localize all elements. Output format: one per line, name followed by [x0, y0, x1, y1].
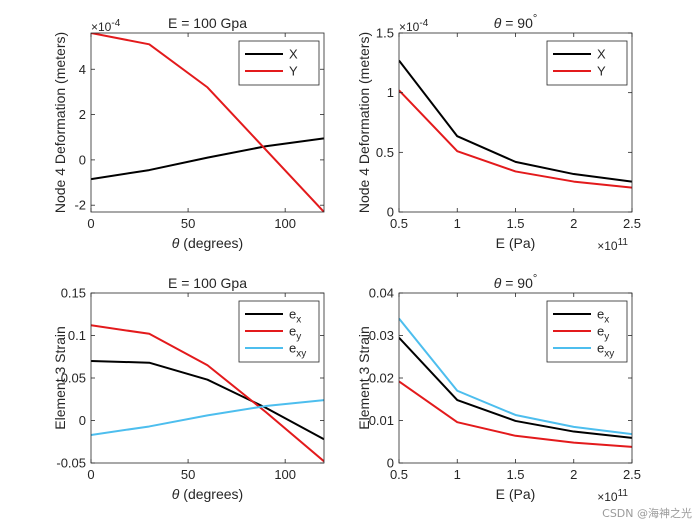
series-line-ex [91, 360, 324, 441]
y-tick-label: 4 [79, 62, 86, 77]
x-axis-label: θ (degrees) [172, 486, 243, 502]
y-tick-label: 1.5 [376, 26, 394, 41]
x-tick-label: 1.5 [506, 467, 524, 482]
y-exponent-label: ×10-4 [399, 18, 429, 34]
series-line-X [399, 59, 632, 183]
y-tick-label: 0.1 [68, 328, 86, 343]
legend-entry-label: exy [289, 341, 306, 360]
y-tick-label: 0 [79, 152, 86, 167]
y-tick-label: 0 [387, 205, 394, 220]
legend-entry-label: X [597, 47, 606, 62]
x-tick-label: 0 [87, 467, 94, 482]
series-line-Y [399, 89, 632, 189]
y-tick-label: 0.02 [369, 371, 394, 386]
series-line-X [91, 137, 324, 181]
x-axis-label: θ (degrees) [172, 235, 243, 251]
legend-entry-label: X [289, 47, 298, 62]
y-tick-label: 0.15 [61, 286, 86, 301]
chart-title: θ = 90° [494, 13, 538, 31]
x-tick-label: 2 [570, 467, 577, 482]
y-tick-label: 2 [79, 107, 86, 122]
y-axis-label: Node 4 Deformation (meters) [356, 32, 372, 213]
y-axis-label: Element 3 Strain [356, 326, 372, 430]
y-exponent-label: ×10-4 [91, 18, 121, 34]
legend: XY [546, 40, 628, 86]
chart-title: θ = 90° [494, 273, 538, 291]
axes-box [90, 32, 325, 213]
y-tick-label: 0 [79, 413, 86, 428]
legend-entry-label: exy [597, 341, 614, 360]
y-tick-label: 0.5 [376, 145, 394, 160]
x-exponent-label: ×1011 [597, 237, 628, 253]
y-tick-label: -0.05 [56, 456, 86, 471]
y-tick-label: 0.04 [369, 286, 394, 301]
x-tick-label: 2 [570, 216, 577, 231]
x-tick-label: 50 [181, 467, 195, 482]
x-tick-label: 1 [454, 467, 461, 482]
x-tick-label: 0 [87, 216, 94, 231]
chart-title: E = 100 Gpa [168, 15, 247, 31]
series-line-exy [399, 317, 632, 436]
chart-panel-4: 0.5 1 1.5 2 2.5 0 0.01 0.02 0.03 0.04 ×1011 θ = 90°… [356, 273, 641, 504]
x-exponent-label: ×1011 [597, 488, 628, 504]
legend-entry-label: Y [597, 64, 606, 79]
x-tick-label: 50 [181, 216, 195, 231]
x-tick-label: 0.5 [390, 467, 408, 482]
series-line-ey [91, 324, 324, 463]
legend-entry-label: ex [289, 307, 301, 326]
x-tick-label: 0.5 [390, 216, 408, 231]
y-tick-label: 0.05 [61, 371, 86, 386]
legend-entry-label: ex [597, 307, 609, 326]
legend-box [238, 40, 320, 86]
y-tick-label: 1 [387, 85, 394, 100]
y-axis-label: Node 4 Deformation (meters) [52, 32, 68, 213]
series-line-Y [91, 33, 324, 212]
x-tick-label: 100 [274, 467, 296, 482]
y-tick-label: -2 [74, 198, 86, 213]
legend: XY [238, 40, 320, 86]
y-tick-label: 0 [387, 456, 394, 471]
legend-entry-label: Y [289, 64, 298, 79]
x-tick-label: 2.5 [623, 216, 641, 231]
watermark: CSDN @海神之光 [602, 507, 692, 520]
chart-title: E = 100 Gpa [168, 275, 247, 291]
legend-entry-label: ey [289, 324, 301, 343]
x-axis-label: E (Pa) [496, 235, 536, 251]
x-axis-label: E (Pa) [496, 486, 536, 502]
legend-box [546, 40, 628, 86]
x-tick-label: 1.5 [506, 216, 524, 231]
x-tick-label: 2.5 [623, 467, 641, 482]
y-axis-label: Element 3 Strain [52, 326, 68, 430]
legend-entry-label: ey [597, 324, 609, 343]
series-line-exy [91, 399, 324, 436]
x-tick-label: 100 [274, 216, 296, 231]
y-tick-label: 0.01 [369, 413, 394, 428]
x-tick-label: 1 [454, 216, 461, 231]
y-tick-label: 0.03 [369, 328, 394, 343]
series-line-ex [399, 336, 632, 439]
series-line-ey [399, 380, 632, 448]
